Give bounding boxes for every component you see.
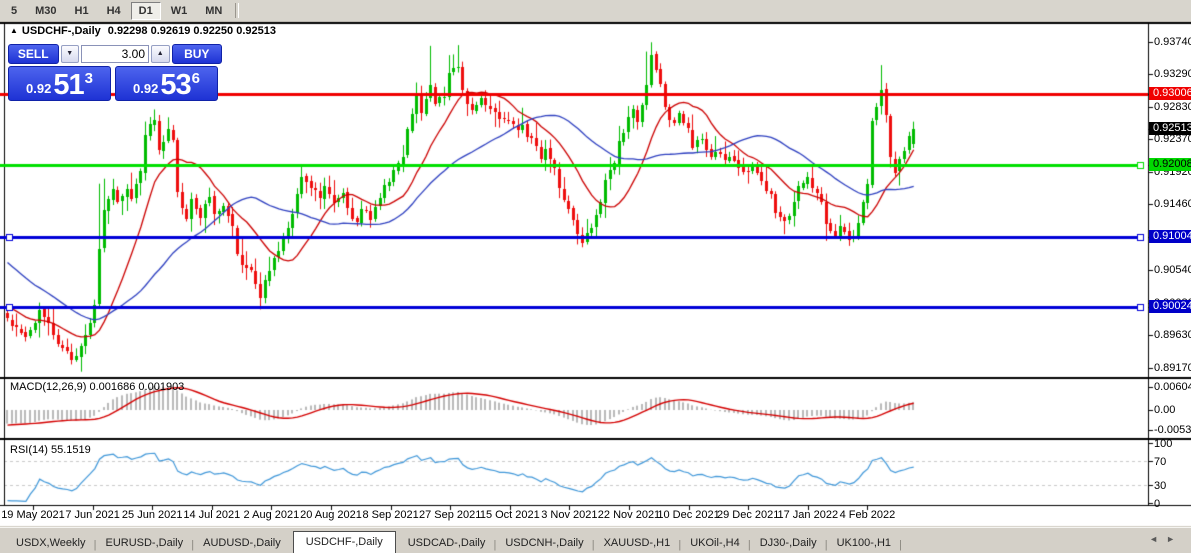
date-tick-label: 8 Sep 2021 xyxy=(362,509,419,521)
price-tick-label: 0.93740 xyxy=(1154,35,1191,48)
rsi-label: RSI(14) 55.1519 xyxy=(10,444,91,456)
price-badge: 0.92513 xyxy=(1149,122,1191,136)
macd-axis-label: 0.00 xyxy=(1154,404,1176,416)
rsi-axis-label: 30 xyxy=(1154,480,1167,492)
sell-price-base: 0.92 xyxy=(26,81,52,96)
rsi-axis-label: 0 xyxy=(1154,498,1161,510)
chart-ohlc-values: 0.92298 0.92619 0.92250 0.92513 xyxy=(107,25,276,37)
date-tick-label: 17 Jan 2022 xyxy=(777,509,839,521)
macd-values: 0.001686 0.001903 xyxy=(89,381,185,393)
toolbar-separator xyxy=(235,3,240,18)
rsi-name: RSI(14) xyxy=(10,444,48,456)
price-badge: 0.90024 xyxy=(1149,300,1191,313)
date-tick-label: 14 Jul 2021 xyxy=(183,509,241,521)
timeframe-button-d1[interactable]: D1 xyxy=(130,1,161,20)
chart-tab-bar: USDX,Weekly | EURUSD-,Daily | AUDUSD-,Daily U… xyxy=(0,527,1191,553)
date-tick-label: 10 Dec 2021 xyxy=(657,509,720,521)
buy-price-big: 53 xyxy=(160,69,191,101)
timeframe-button-5[interactable]: 5 xyxy=(11,4,18,17)
price-tick-label: 0.92370 xyxy=(1154,133,1191,146)
macd-axis-label: 0.006045 xyxy=(1154,381,1191,394)
chart-tab-dj30-daily[interactable]: DJ30-,Daily | xyxy=(759,537,828,551)
price-tick-label: 0.91460 xyxy=(1154,198,1191,211)
sell-price-button[interactable]: 0.92 51 3 xyxy=(8,66,111,101)
volume-increase-button[interactable]: ▲ xyxy=(151,45,170,63)
chart-title: ▲ USDCHF-,Daily 0.92298 0.92619 0.92250 0.… xyxy=(10,25,276,37)
date-tick-label: 2 Aug 2021 xyxy=(243,509,300,521)
rsi-value: 55.1519 xyxy=(50,444,91,456)
collapse-triangle-icon[interactable]: ▲ xyxy=(10,26,18,35)
date-tick-label: 3 Nov 2021 xyxy=(541,509,598,521)
price-badge: 0.91004 xyxy=(1149,230,1191,243)
date-tick-label: 22 Nov 2021 xyxy=(597,509,661,521)
chart-tab-eurusd-daily[interactable]: EURUSD-,Daily | xyxy=(105,537,195,551)
timeframe-button-mn[interactable]: MN xyxy=(205,4,223,17)
chart-symbol-label: USDCHF-,Daily xyxy=(21,25,101,37)
chart-tab-xauusd-h1[interactable]: XAUUSD-,H1 | xyxy=(603,537,682,551)
caret-up-icon: ▲ xyxy=(156,50,164,57)
sell-price-sup: 3 xyxy=(84,70,93,87)
price-badge: 0.93006 xyxy=(1149,87,1191,100)
tab-scroll-right-icon[interactable]: ► xyxy=(1166,534,1183,544)
date-tick-label: 27 Sep 2021 xyxy=(418,509,482,521)
date-tick-label: 15 Oct 2021 xyxy=(479,509,540,521)
caret-down-icon: ▼ xyxy=(66,50,74,57)
rsi-axis-label: 100 xyxy=(1154,438,1173,450)
buy-button[interactable]: BUY xyxy=(171,44,222,64)
buy-price-button[interactable]: 0.92 53 6 xyxy=(115,66,218,101)
price-tick-label: 0.89170 xyxy=(1154,362,1191,374)
macd-name: MACD(12,26,9) xyxy=(10,381,87,393)
date-tick-label: 25 Jun 2021 xyxy=(121,509,183,521)
timeframe-button-h4[interactable]: H4 xyxy=(106,4,121,17)
timeframe-button-m30[interactable]: M30 xyxy=(35,4,57,17)
chart-tab-usdchf-daily[interactable]: USDCHF-,Daily xyxy=(292,531,396,553)
tab-scroll-left-icon[interactable]: ◄ xyxy=(1149,534,1167,544)
macd-axis-label: -0.005383 xyxy=(1154,424,1191,437)
chart-tab-audusd-daily[interactable]: AUDUSD-,Daily xyxy=(203,537,281,549)
price-tick-label: 0.93290 xyxy=(1154,67,1191,80)
one-click-trade-panel: SELL ▼ ▲ BUY 0.92 51 3 0.92 53 6 xyxy=(8,44,222,101)
buy-price-sup: 6 xyxy=(191,70,200,87)
chart-tab-ukoil-h4[interactable]: UKOil-,H4 | xyxy=(690,537,751,551)
price-tick-label: 0.89630 xyxy=(1154,329,1191,342)
rsi-axis-label: 70 xyxy=(1154,456,1167,468)
sell-button[interactable]: SELL xyxy=(8,44,59,64)
price-tick-label: 0.92830 xyxy=(1154,100,1191,113)
date-tick-label: 19 May 2021 xyxy=(1,509,65,521)
chart-tab-usdcnh-daily[interactable]: USDCNH-,Daily | xyxy=(505,537,595,551)
tab-scroll-arrows: ◄► xyxy=(1149,534,1183,544)
date-tick-label: 20 Aug 2021 xyxy=(300,509,362,521)
chart-tab-usdx-weekly[interactable]: USDX,Weekly | xyxy=(16,537,97,551)
sell-price-big: 51 xyxy=(53,69,84,101)
price-tick-label: 0.90540 xyxy=(1154,264,1191,277)
volume-input[interactable] xyxy=(81,45,149,63)
timeframe-toolbar: 5 M30 H1 H4 D1 W1 MN xyxy=(0,0,1191,21)
macd-label: MACD(12,26,9) 0.001686 0.001903 xyxy=(10,381,184,393)
buy-price-base: 0.92 xyxy=(133,81,159,96)
date-tick-label: 4 Feb 2022 xyxy=(839,509,896,521)
price-badge: 0.92008 xyxy=(1149,158,1191,172)
date-tick-label: 29 Dec 2021 xyxy=(716,509,780,521)
timeframe-button-h1[interactable]: H1 xyxy=(74,4,89,17)
chart-tab-usdcad-daily[interactable]: USDCAD-,Daily | xyxy=(407,537,497,551)
chart-tab-uk100-h1[interactable]: UK100-,H1 | xyxy=(836,537,903,551)
date-tick-label: 7 Jun 2021 xyxy=(65,509,120,521)
volume-decrease-button[interactable]: ▼ xyxy=(60,45,79,63)
timeframe-button-w1[interactable]: W1 xyxy=(170,4,188,17)
